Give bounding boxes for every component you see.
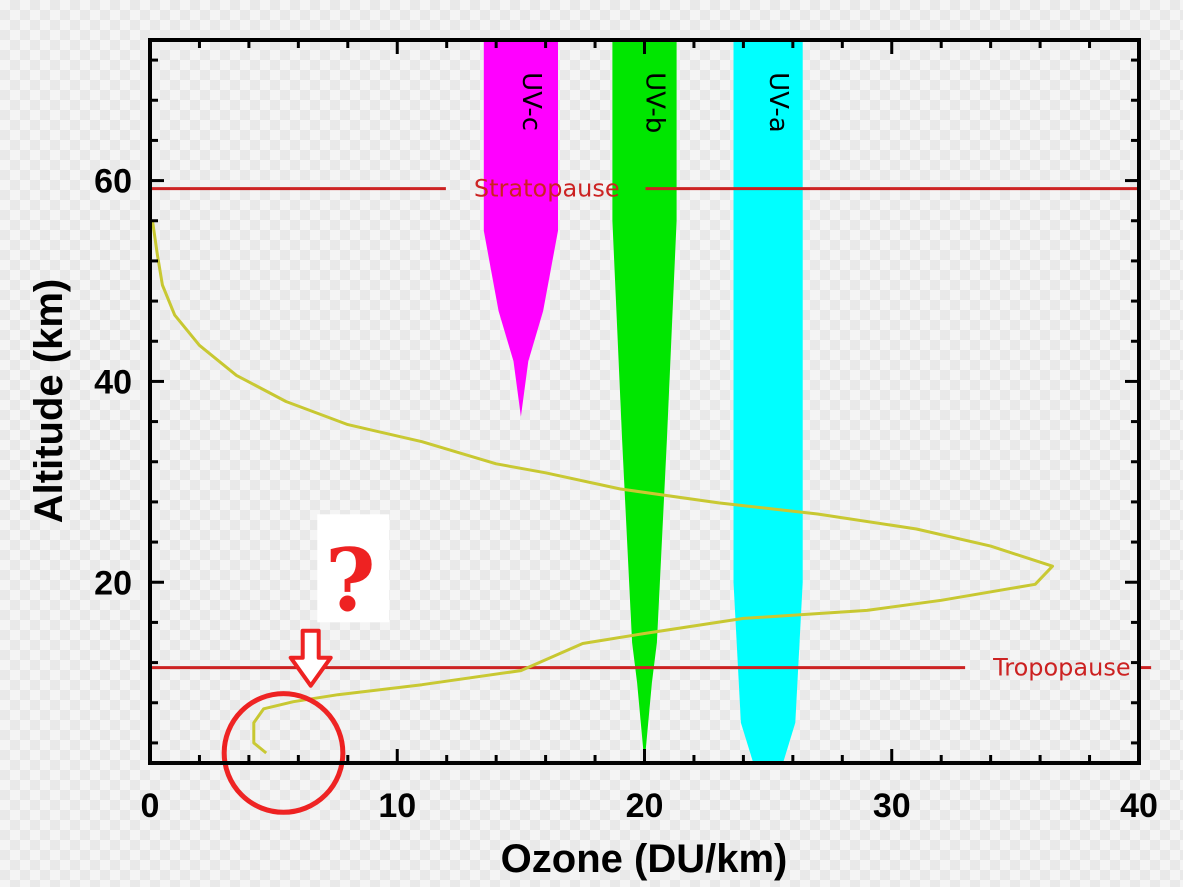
question-mark-annotation: ? [325,530,375,631]
band-uv-b [612,40,677,763]
y-tick-label: 60 [94,163,132,201]
annotations: ? [221,514,390,815]
y-tick-label: 40 [94,363,132,401]
plot-frame [148,38,1141,765]
x-tick-label: 0 [141,787,160,825]
band-label-uv-c: UV-c [516,72,546,131]
question-mark-background [317,514,390,623]
reference-label-stratopause: Stratopause [474,175,620,203]
ozone-series [151,220,1054,755]
band-uv-c [483,40,558,462]
reference-lines: Stratopause Tropopause [150,175,1152,682]
x-tick-label: 30 [873,787,911,825]
axes: 0 10 20 30 40 20 40 60 [94,38,1158,825]
x-tick-label: 20 [626,787,664,825]
x-axis-title: Ozone (DU/km) [501,837,788,881]
y-axis-title: Altitude (km) [27,279,71,523]
x-tick-label: 40 [1120,787,1158,825]
band-label-uv-a: UV-a [763,72,793,133]
down-arrow-icon [288,628,333,688]
band-label-uv-b: UV-b [640,72,670,133]
x-tick-label: 10 [378,787,416,825]
band-uv-a [733,40,803,763]
reference-label-tropopause: Tropopause [992,654,1131,682]
ozone-profile-line [151,220,1054,755]
uv-bands: UV-c UV-b UV-a [483,40,803,763]
y-tick-label: 20 [94,564,132,602]
highlight-circle [221,691,346,815]
